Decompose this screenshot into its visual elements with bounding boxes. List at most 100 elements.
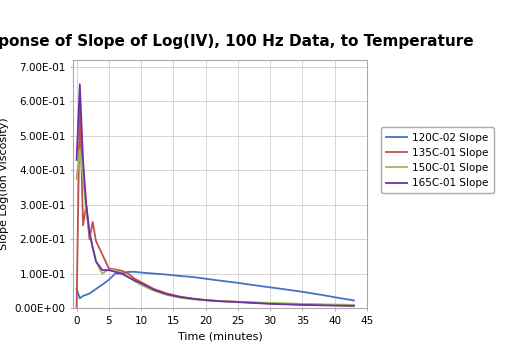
120C-02 Slope: [73, 287, 80, 291]
165C-01 Slope: [254, 301, 260, 305]
120C-02 Slope: [338, 296, 344, 301]
135C-01 Slope: [106, 266, 112, 270]
120C-02 Slope: [132, 270, 138, 274]
135C-01 Slope: [254, 301, 260, 305]
165C-01 Slope: [83, 202, 90, 207]
165C-01 Slope: [118, 272, 125, 276]
Line: 150C-01 Slope: 150C-01 Slope: [77, 150, 354, 305]
165C-01 Slope: [125, 275, 132, 279]
165C-01 Slope: [112, 270, 118, 274]
135C-01 Slope: [86, 237, 93, 241]
165C-01 Slope: [177, 295, 183, 299]
135C-01 Slope: [77, 99, 83, 104]
150C-01 Slope: [351, 303, 357, 307]
135C-01 Slope: [118, 269, 125, 273]
165C-01 Slope: [331, 303, 337, 308]
150C-01 Slope: [190, 297, 196, 302]
135C-01 Slope: [73, 306, 80, 310]
150C-01 Slope: [125, 275, 132, 279]
120C-02 Slope: [319, 293, 325, 297]
120C-02 Slope: [351, 298, 357, 303]
Line: 165C-01 Slope: 165C-01 Slope: [77, 84, 354, 306]
120C-02 Slope: [99, 282, 105, 287]
150C-01 Slope: [202, 298, 209, 303]
120C-02 Slope: [80, 294, 86, 298]
150C-01 Slope: [132, 279, 138, 283]
135C-01 Slope: [93, 239, 99, 243]
150C-01 Slope: [80, 175, 86, 179]
150C-01 Slope: [93, 258, 99, 262]
120C-02 Slope: [215, 278, 222, 282]
120C-02 Slope: [267, 285, 273, 290]
135C-01 Slope: [83, 202, 90, 207]
135C-01 Slope: [125, 272, 132, 276]
165C-01 Slope: [235, 300, 241, 304]
120C-02 Slope: [112, 272, 118, 276]
Line: 135C-01 Slope: 135C-01 Slope: [77, 102, 354, 308]
150C-01 Slope: [331, 302, 337, 307]
165C-01 Slope: [90, 246, 96, 250]
150C-01 Slope: [138, 283, 144, 287]
150C-01 Slope: [163, 293, 170, 297]
150C-01 Slope: [106, 267, 112, 272]
120C-02 Slope: [190, 275, 196, 279]
135C-01 Slope: [177, 295, 183, 299]
150C-01 Slope: [90, 246, 96, 250]
Title: Response of Slope of Log(IV), 100 Hz Data, to Temperature: Response of Slope of Log(IV), 100 Hz Dat…: [0, 34, 473, 49]
120C-02 Slope: [163, 273, 170, 277]
120C-02 Slope: [86, 291, 93, 296]
Line: 120C-02 Slope: 120C-02 Slope: [77, 272, 354, 301]
165C-01 Slope: [132, 278, 138, 282]
150C-01 Slope: [151, 289, 157, 293]
X-axis label: Time (minutes): Time (minutes): [178, 331, 263, 341]
165C-01 Slope: [93, 259, 99, 264]
135C-01 Slope: [99, 252, 105, 257]
165C-01 Slope: [299, 303, 305, 307]
135C-01 Slope: [90, 220, 96, 224]
165C-01 Slope: [267, 302, 273, 306]
135C-01 Slope: [351, 303, 357, 308]
150C-01 Slope: [235, 299, 241, 304]
135C-01 Slope: [331, 303, 337, 307]
120C-02 Slope: [202, 276, 209, 281]
150C-01 Slope: [112, 268, 118, 272]
120C-02 Slope: [299, 290, 305, 294]
165C-01 Slope: [80, 158, 86, 162]
120C-02 Slope: [177, 274, 183, 278]
150C-01 Slope: [267, 301, 273, 305]
165C-01 Slope: [151, 287, 157, 292]
150C-01 Slope: [77, 148, 83, 152]
120C-02 Slope: [254, 284, 260, 288]
120C-02 Slope: [151, 272, 157, 276]
120C-02 Slope: [118, 272, 125, 276]
120C-02 Slope: [235, 281, 241, 285]
Y-axis label: Slope Log(Ion Viscosity): Slope Log(Ion Viscosity): [0, 118, 9, 250]
150C-01 Slope: [96, 266, 102, 270]
135C-01 Slope: [80, 223, 86, 228]
135C-01 Slope: [299, 302, 305, 307]
150C-01 Slope: [299, 302, 305, 306]
135C-01 Slope: [190, 297, 196, 301]
150C-01 Slope: [177, 296, 183, 300]
165C-01 Slope: [202, 298, 209, 302]
135C-01 Slope: [163, 291, 170, 296]
165C-01 Slope: [86, 230, 93, 234]
165C-01 Slope: [99, 268, 105, 272]
165C-01 Slope: [106, 268, 112, 272]
120C-02 Slope: [280, 287, 286, 291]
120C-02 Slope: [106, 278, 112, 282]
165C-01 Slope: [351, 304, 357, 308]
150C-01 Slope: [86, 230, 93, 234]
150C-01 Slope: [118, 272, 125, 276]
135C-01 Slope: [151, 287, 157, 291]
135C-01 Slope: [132, 276, 138, 281]
135C-01 Slope: [112, 267, 118, 272]
165C-01 Slope: [190, 297, 196, 301]
120C-02 Slope: [77, 296, 83, 301]
135C-01 Slope: [235, 299, 241, 304]
120C-02 Slope: [93, 287, 99, 291]
150C-01 Slope: [83, 210, 90, 214]
165C-01 Slope: [77, 82, 83, 86]
165C-01 Slope: [215, 299, 222, 303]
135C-01 Slope: [138, 280, 144, 284]
